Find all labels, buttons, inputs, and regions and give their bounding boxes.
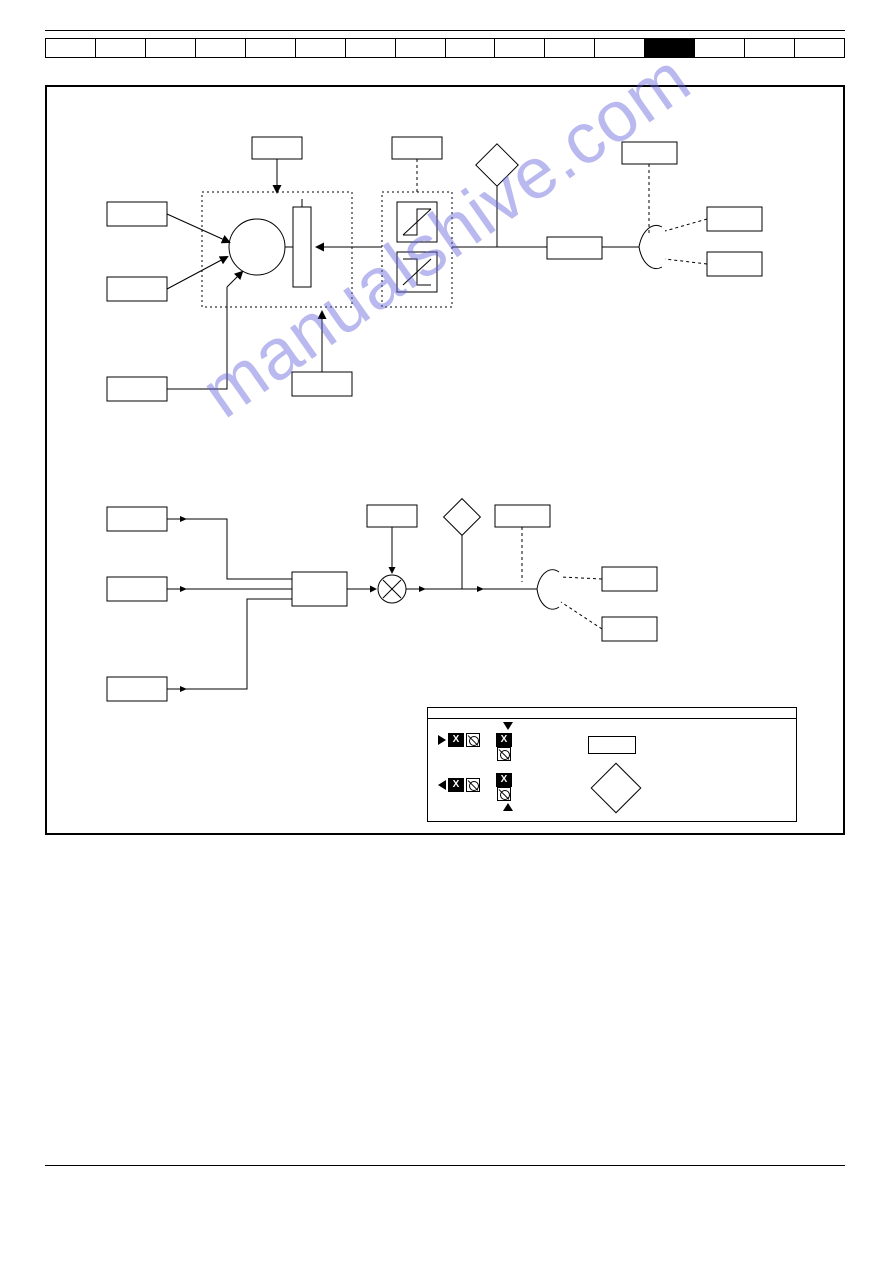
tab-cell	[495, 39, 545, 57]
tab-cell	[296, 39, 346, 57]
top-rule	[45, 30, 845, 31]
tab-cell	[396, 39, 446, 57]
terminal-icon	[466, 733, 480, 747]
x-icon: X	[448, 778, 464, 792]
tab-cell	[795, 39, 844, 57]
legend-stack: X	[496, 733, 512, 761]
triangle-up-icon	[503, 803, 513, 811]
legend-row: X	[438, 778, 480, 792]
terminal-icon	[466, 778, 480, 792]
terminal-icon	[497, 787, 511, 801]
tab-cell	[96, 39, 146, 57]
tab-cell	[196, 39, 246, 57]
x-icon: X	[448, 733, 464, 747]
tab-cell	[595, 39, 645, 57]
legend-stack: X	[496, 773, 512, 801]
x-icon: X	[496, 733, 512, 747]
triangle-down-icon	[503, 722, 513, 730]
tab-cell	[246, 39, 296, 57]
tab-strip	[45, 38, 845, 58]
tab-cell	[46, 39, 96, 57]
legend-rect	[588, 736, 636, 754]
tab-cell	[346, 39, 396, 57]
legend-diamond	[591, 763, 642, 814]
triangle-right-icon	[438, 735, 446, 745]
legend-rule	[428, 718, 796, 719]
x-icon: X	[496, 773, 512, 787]
tab-cell-active	[645, 39, 695, 57]
triangle-left-icon	[438, 780, 446, 790]
footer-rule	[45, 1165, 845, 1166]
tab-cell	[446, 39, 496, 57]
tab-cell	[695, 39, 745, 57]
tab-cell	[545, 39, 595, 57]
legend-row: X	[438, 733, 480, 747]
terminal-icon	[497, 747, 511, 761]
tab-cell	[745, 39, 795, 57]
legend: X X X X	[427, 707, 797, 822]
diagram-frame: X X X X manualshive.com	[45, 85, 845, 835]
tab-cell	[146, 39, 196, 57]
